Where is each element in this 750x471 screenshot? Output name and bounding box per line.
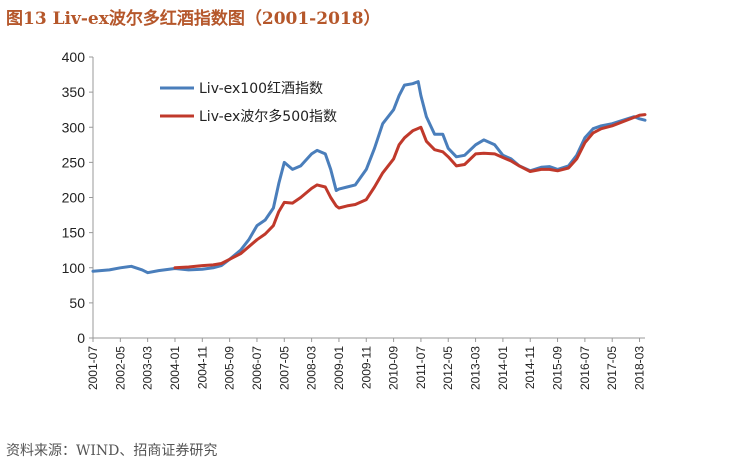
x-tick-label: 2013-03: [469, 346, 483, 390]
x-tick-label: 2012-05: [441, 346, 455, 390]
series-line-liv-ex-100: [91, 80, 647, 275]
x-tick-label: 2016-07: [578, 346, 592, 390]
y-tick-label: 0: [77, 330, 85, 346]
x-tick-label: 2017-05: [605, 346, 619, 390]
x-tick-label: 2007-05: [277, 346, 291, 390]
axes: 0 50 100 150 200 250 300 350 400 2001-07 2002-05 20…: [62, 49, 647, 390]
x-tick-label: 2018-03: [633, 346, 647, 390]
y-tick-label: 200: [62, 190, 86, 206]
y-tick-label: 100: [62, 260, 86, 276]
line-chart: 0 50 100 150 200 250 300 350 400 2001-07 2002-05 20…: [62, 49, 647, 390]
x-tick-label: 2014-01: [496, 346, 510, 390]
x-tick-label: 2014-11: [523, 346, 537, 389]
x-tick-label: 2004-11: [195, 346, 209, 389]
y-tick-label: 150: [62, 225, 86, 241]
x-tick-label: 2009-01: [332, 346, 346, 390]
chart-title: 图13 Liv-ex波尔多红酒指数图（2001-2018）: [6, 9, 381, 29]
x-tick-label: 2001-07: [86, 346, 100, 390]
x-tick-label: 2005-09: [223, 346, 237, 390]
x-tick-label: 2015-09: [551, 346, 565, 390]
series-layer: [91, 80, 647, 275]
x-tick-label: 2008-03: [305, 346, 319, 390]
legend: Liv-ex100红酒指数 Liv-ex波尔多500指数: [160, 81, 337, 125]
x-tick-label: 2010-09: [387, 346, 401, 390]
x-tick-label: 2009-11: [359, 346, 373, 389]
y-tick-label: 250: [62, 154, 86, 170]
x-tick-label: 2006-07: [250, 346, 264, 390]
y-tick-label: 300: [62, 119, 86, 135]
y-tick-label: 50: [69, 295, 85, 311]
legend-label-liv-ex-100: Liv-ex100红酒指数: [199, 81, 323, 97]
x-tick-label: 2004-01: [168, 346, 182, 390]
y-tick-label: 400: [62, 49, 86, 65]
source-note: 资料来源：WIND、招商证券研究: [6, 443, 218, 459]
y-tick-label: 350: [62, 84, 86, 100]
legend-label-liv-ex-bordeaux-500: Liv-ex波尔多500指数: [199, 108, 337, 125]
x-tick-label: 2003-03: [141, 346, 155, 390]
series-line-liv-ex-bordeaux-500: [173, 113, 647, 270]
x-tick-label: 2011-07: [414, 346, 428, 389]
x-tick-label: 2002-05: [113, 346, 127, 390]
